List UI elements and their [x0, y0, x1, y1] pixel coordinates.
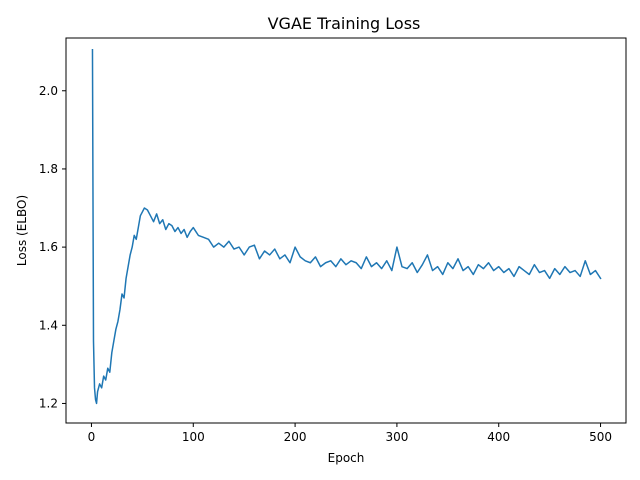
- series-line-0: [91, 48, 602, 405]
- y-tick-label: 1.6: [39, 240, 58, 254]
- chart-title: VGAE Training Loss: [268, 14, 421, 33]
- x-tick-label: 200: [284, 430, 307, 444]
- x-tick-label: 0: [88, 430, 96, 444]
- y-axis-ticks: 1.2 1.4 1.6 1.8 2.0: [39, 84, 66, 410]
- y-tick-label: 1.4: [39, 318, 58, 332]
- y-tick-label: 1.2: [39, 396, 58, 410]
- x-axis-ticks: 0 100 200 300 400 500: [88, 423, 612, 444]
- y-tick-label: 1.8: [39, 162, 58, 176]
- plot-frame: [65, 37, 627, 424]
- x-tick-label: 500: [589, 430, 612, 444]
- x-tick-label: 300: [385, 430, 408, 444]
- x-tick-label: 400: [487, 430, 510, 444]
- y-tick-label: 2.0: [39, 84, 58, 98]
- plot-area: [91, 48, 602, 405]
- y-axis-title: Loss (ELBO): [15, 195, 29, 266]
- x-tick-label: 100: [182, 430, 205, 444]
- x-axis-title: Epoch: [328, 451, 365, 465]
